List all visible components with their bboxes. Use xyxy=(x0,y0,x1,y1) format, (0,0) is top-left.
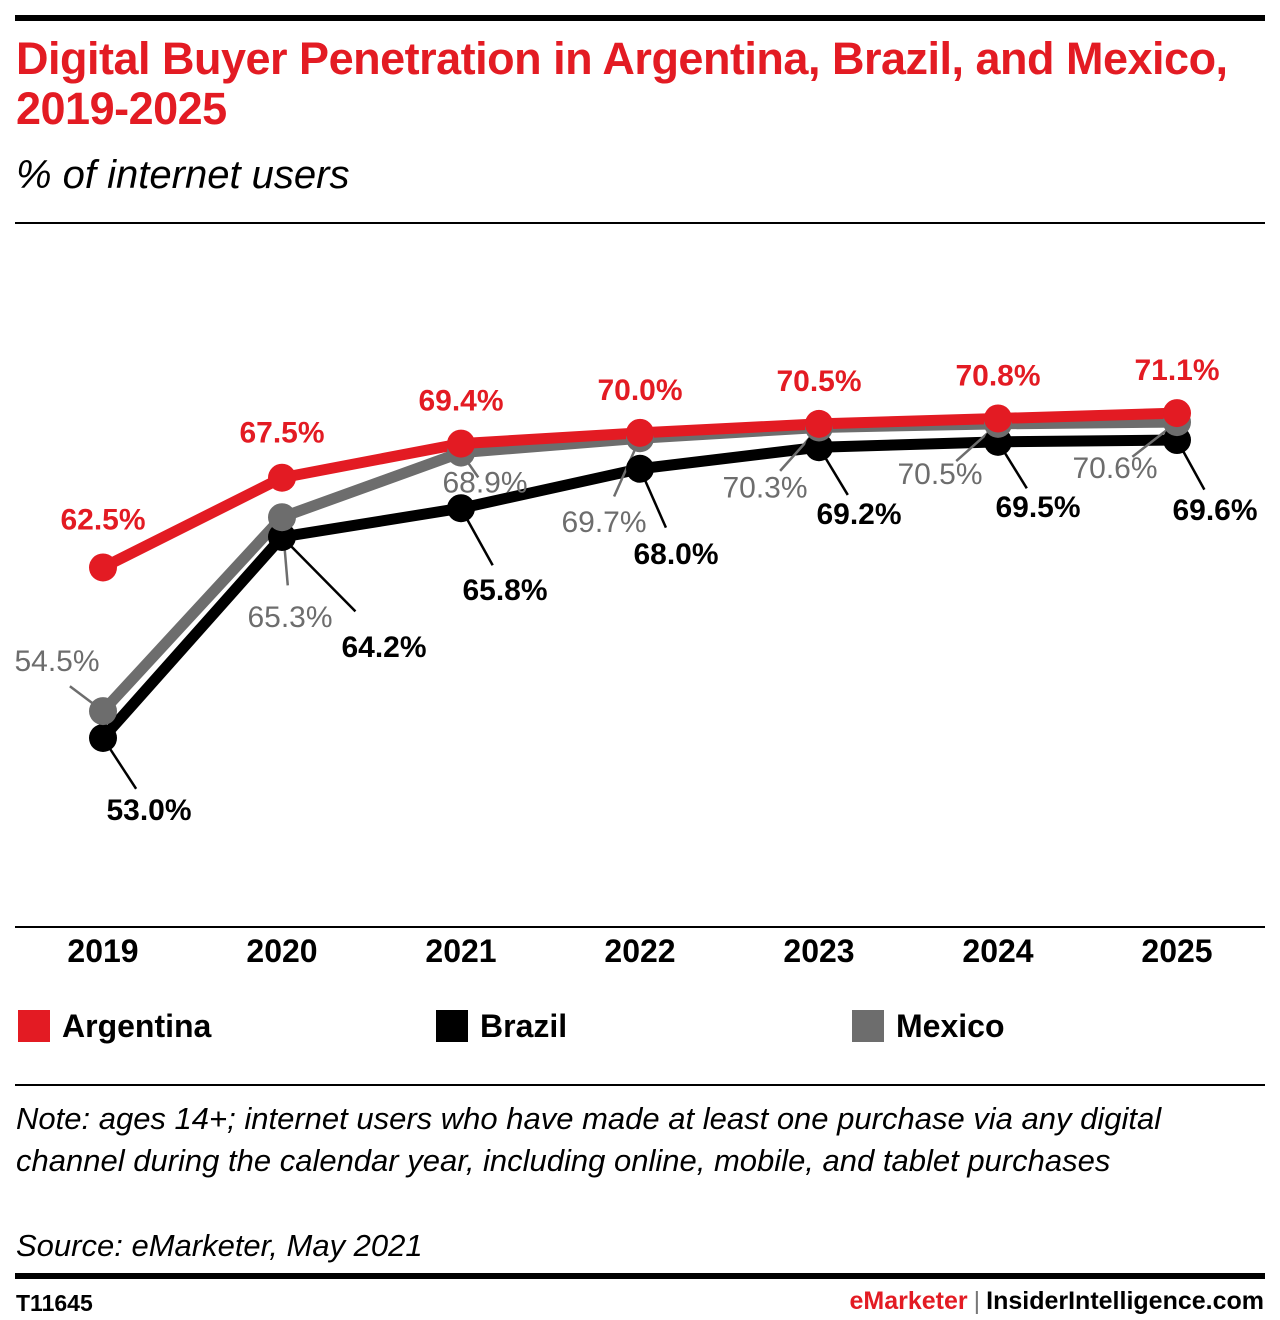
legend-label-brazil: Brazil xyxy=(480,1007,568,1044)
data-label-brazil: 69.2% xyxy=(816,498,901,531)
footer-rule xyxy=(15,1273,1265,1279)
data-point-brazil xyxy=(89,724,117,752)
chart-subtitle: % of internet users xyxy=(16,153,350,197)
data-point-brazil xyxy=(268,522,296,551)
credit-site: InsiderIntelligence.com xyxy=(986,1287,1264,1315)
data-point-brazil xyxy=(447,494,475,523)
data-label-mexico: 65.3% xyxy=(247,601,332,634)
x-tick-label: 2019 xyxy=(67,933,138,969)
data-label-mexico: 54.5% xyxy=(14,645,99,678)
data-label-mexico: 70.3% xyxy=(722,471,807,504)
legend-swatch-brazil xyxy=(436,1010,468,1042)
legend-item-argentina: Argentina xyxy=(18,1006,211,1046)
data-point-mexico xyxy=(268,503,296,532)
note-rule xyxy=(15,1084,1265,1086)
data-point-argentina xyxy=(984,404,1012,433)
legend-item-brazil: Brazil xyxy=(436,1006,567,1046)
x-tick-label: 2023 xyxy=(783,933,854,969)
data-point-argentina xyxy=(268,463,296,492)
legend-label-argentina: Argentina xyxy=(62,1007,212,1044)
legend-swatch-mexico xyxy=(852,1010,884,1042)
data-label-argentina: 70.8% xyxy=(955,359,1040,392)
data-label-brazil: 68.0% xyxy=(633,538,718,571)
line-chart: 2019 2020 2021 2022 2023 2024 2025 53.0% 64.2% 65… xyxy=(14,354,1265,969)
data-point-brazil xyxy=(626,454,654,483)
data-label-argentina: 71.1% xyxy=(1134,354,1219,387)
data-point-argentina xyxy=(626,418,654,447)
chart-title: Digital Buyer Penetration in Argentina, … xyxy=(16,33,1228,134)
x-tick-label: 2020 xyxy=(246,933,317,969)
data-label-mexico: 70.6% xyxy=(1072,452,1157,485)
data-label-brazil: 69.6% xyxy=(1172,494,1257,527)
data-label-argentina: 70.5% xyxy=(776,365,861,398)
data-label-argentina: 70.0% xyxy=(597,374,682,407)
data-label-mexico: 69.7% xyxy=(561,506,646,539)
x-tick-label: 2024 xyxy=(962,933,1033,969)
top-rule xyxy=(15,15,1265,21)
x-tick-label: 2025 xyxy=(1141,933,1212,969)
data-label-brazil: 53.0% xyxy=(106,794,191,827)
x-tick-label: 2022 xyxy=(604,933,675,969)
leader-line-brazil xyxy=(281,536,357,613)
data-point-argentina xyxy=(1163,399,1191,428)
data-point-argentina xyxy=(89,553,117,582)
data-point-brazil xyxy=(805,433,833,462)
chart-source: Source: eMarketer, May 2021 xyxy=(16,1228,423,1263)
legend-label-mexico: Mexico xyxy=(896,1007,1005,1044)
data-point-mexico xyxy=(89,697,117,726)
data-label-brazil: 64.2% xyxy=(341,631,426,664)
credit-separator: | xyxy=(973,1287,981,1315)
data-label-brazil: 69.5% xyxy=(995,491,1080,524)
data-label-argentina: 62.5% xyxy=(60,503,145,536)
data-point-argentina xyxy=(447,429,475,458)
data-label-argentina: 69.4% xyxy=(418,385,503,418)
credit: eMarketer | InsiderIntelligence.com xyxy=(850,1287,1265,1316)
chart-id: T11645 xyxy=(16,1290,93,1316)
credit-brand: eMarketer xyxy=(849,1287,968,1315)
data-point-argentina xyxy=(805,409,833,438)
data-label-argentina: 67.5% xyxy=(239,417,324,450)
data-label-mexico: 70.5% xyxy=(897,458,982,491)
chart-note: Note: ages 14+; internet users who have … xyxy=(16,1101,1162,1178)
data-label-mexico: 68.9% xyxy=(442,467,527,500)
legend-item-mexico: Mexico xyxy=(852,1006,1004,1046)
legend-swatch-argentina xyxy=(18,1010,50,1042)
x-tick-label: 2021 xyxy=(425,933,496,969)
data-label-brazil: 65.8% xyxy=(462,574,547,607)
subtitle-rule xyxy=(15,222,1265,224)
